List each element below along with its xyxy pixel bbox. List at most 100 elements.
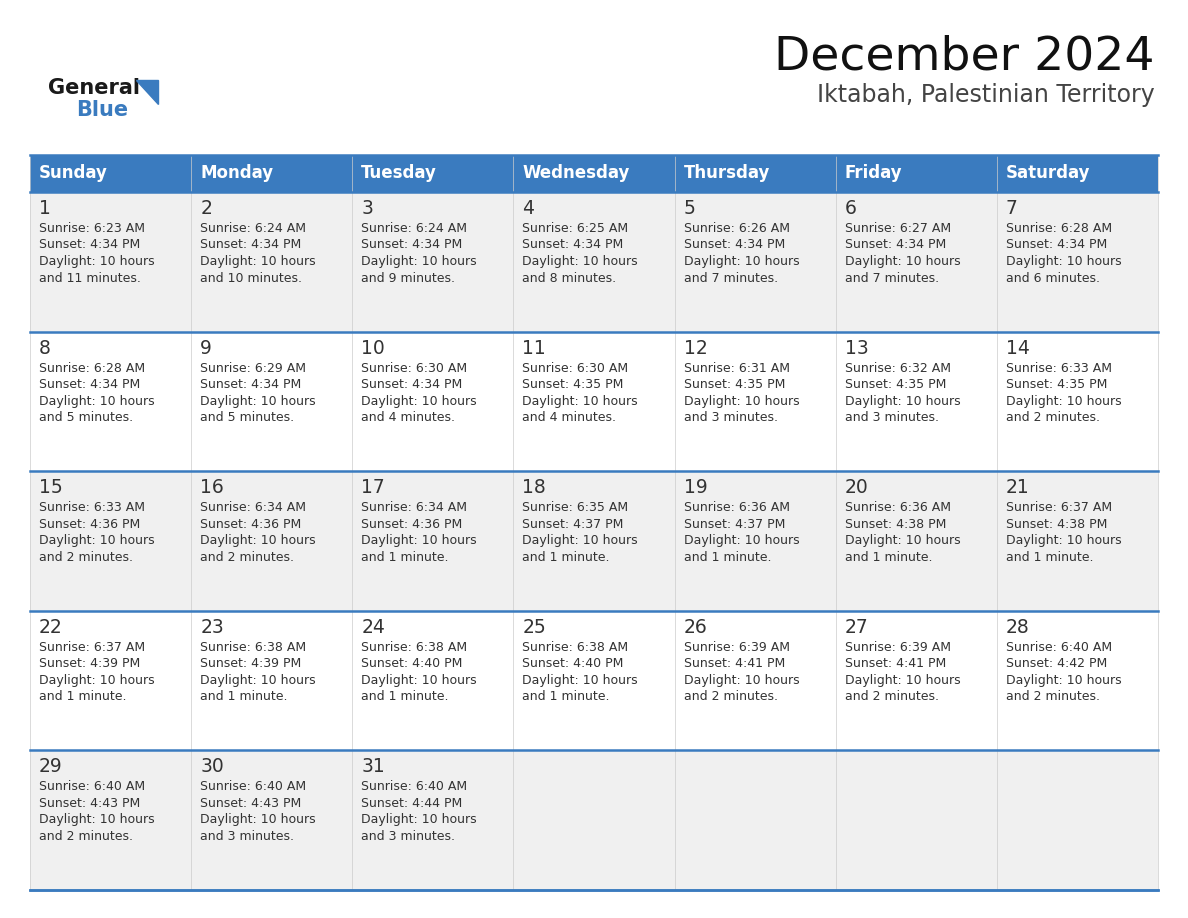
Text: and 8 minutes.: and 8 minutes. (523, 272, 617, 285)
Text: Sunset: 4:43 PM: Sunset: 4:43 PM (39, 797, 140, 810)
Text: 7: 7 (1006, 199, 1018, 218)
Text: Sunset: 4:35 PM: Sunset: 4:35 PM (683, 378, 785, 391)
Text: 28: 28 (1006, 618, 1030, 637)
Text: 3: 3 (361, 199, 373, 218)
Text: 2: 2 (200, 199, 211, 218)
Text: 1: 1 (39, 199, 51, 218)
Text: Sunrise: 6:34 AM: Sunrise: 6:34 AM (200, 501, 307, 514)
Text: 4: 4 (523, 199, 535, 218)
Text: Sunrise: 6:24 AM: Sunrise: 6:24 AM (200, 222, 307, 235)
Bar (835, 155, 997, 192)
Text: Sunrise: 6:38 AM: Sunrise: 6:38 AM (200, 641, 307, 654)
Text: Sunrise: 6:23 AM: Sunrise: 6:23 AM (39, 222, 145, 235)
Text: Sunrise: 6:32 AM: Sunrise: 6:32 AM (845, 362, 950, 375)
Text: 20: 20 (845, 478, 868, 498)
Bar (30, 155, 191, 192)
Text: Sunset: 4:39 PM: Sunset: 4:39 PM (39, 657, 140, 670)
Text: 25: 25 (523, 618, 546, 637)
Bar (30, 610, 1158, 750)
Text: and 1 minute.: and 1 minute. (1006, 551, 1093, 564)
Text: Sunrise: 6:28 AM: Sunrise: 6:28 AM (39, 362, 145, 375)
Text: Sunset: 4:39 PM: Sunset: 4:39 PM (200, 657, 302, 670)
Text: Sunrise: 6:28 AM: Sunrise: 6:28 AM (1006, 222, 1112, 235)
Text: 6: 6 (845, 199, 857, 218)
Text: Sunrise: 6:40 AM: Sunrise: 6:40 AM (39, 780, 145, 793)
Text: Daylight: 10 hours: Daylight: 10 hours (523, 674, 638, 687)
Text: 22: 22 (39, 618, 63, 637)
Text: Daylight: 10 hours: Daylight: 10 hours (683, 674, 800, 687)
Text: Daylight: 10 hours: Daylight: 10 hours (845, 674, 960, 687)
Text: and 5 minutes.: and 5 minutes. (200, 411, 295, 424)
Bar (675, 155, 835, 192)
Text: Daylight: 10 hours: Daylight: 10 hours (39, 255, 154, 268)
Text: 8: 8 (39, 339, 51, 358)
Text: 9: 9 (200, 339, 211, 358)
Text: Daylight: 10 hours: Daylight: 10 hours (200, 813, 316, 826)
Bar (353, 155, 513, 192)
Text: and 3 minutes.: and 3 minutes. (361, 830, 455, 843)
Text: Daylight: 10 hours: Daylight: 10 hours (200, 255, 316, 268)
Text: and 1 minute.: and 1 minute. (200, 690, 287, 703)
Text: and 1 minute.: and 1 minute. (361, 690, 449, 703)
Text: Sunrise: 6:37 AM: Sunrise: 6:37 AM (1006, 501, 1112, 514)
Text: Blue: Blue (76, 100, 128, 120)
Text: Sunset: 4:43 PM: Sunset: 4:43 PM (200, 797, 302, 810)
Text: and 5 minutes.: and 5 minutes. (39, 411, 133, 424)
Text: Daylight: 10 hours: Daylight: 10 hours (39, 674, 154, 687)
Bar (191, 155, 353, 192)
Bar (30, 471, 1158, 610)
Text: 21: 21 (1006, 478, 1030, 498)
Text: 18: 18 (523, 478, 546, 498)
Text: and 2 minutes.: and 2 minutes. (683, 690, 778, 703)
Text: Daylight: 10 hours: Daylight: 10 hours (1006, 534, 1121, 547)
Text: Daylight: 10 hours: Daylight: 10 hours (523, 255, 638, 268)
Text: Sunset: 4:35 PM: Sunset: 4:35 PM (845, 378, 946, 391)
Text: Daylight: 10 hours: Daylight: 10 hours (1006, 395, 1121, 408)
Text: Sunrise: 6:35 AM: Sunrise: 6:35 AM (523, 501, 628, 514)
Text: 31: 31 (361, 757, 385, 777)
Text: and 1 minute.: and 1 minute. (683, 551, 771, 564)
Text: Sunset: 4:34 PM: Sunset: 4:34 PM (39, 378, 140, 391)
Text: 29: 29 (39, 757, 63, 777)
Text: Daylight: 10 hours: Daylight: 10 hours (845, 395, 960, 408)
Text: and 9 minutes.: and 9 minutes. (361, 272, 455, 285)
Text: Sunset: 4:44 PM: Sunset: 4:44 PM (361, 797, 462, 810)
Text: Sunrise: 6:36 AM: Sunrise: 6:36 AM (845, 501, 950, 514)
Text: Sunrise: 6:39 AM: Sunrise: 6:39 AM (683, 641, 790, 654)
Text: 17: 17 (361, 478, 385, 498)
Text: and 1 minute.: and 1 minute. (361, 551, 449, 564)
Bar (30, 750, 1158, 890)
Text: Sunset: 4:36 PM: Sunset: 4:36 PM (361, 518, 462, 531)
Text: Monday: Monday (200, 164, 273, 183)
Text: Daylight: 10 hours: Daylight: 10 hours (523, 395, 638, 408)
Text: and 1 minute.: and 1 minute. (39, 690, 126, 703)
Text: and 11 minutes.: and 11 minutes. (39, 272, 141, 285)
Text: 26: 26 (683, 618, 707, 637)
Text: 16: 16 (200, 478, 223, 498)
Text: 5: 5 (683, 199, 695, 218)
Text: Sunrise: 6:37 AM: Sunrise: 6:37 AM (39, 641, 145, 654)
Text: 11: 11 (523, 339, 546, 358)
Text: Thursday: Thursday (683, 164, 770, 183)
Text: Daylight: 10 hours: Daylight: 10 hours (200, 534, 316, 547)
Text: Sunset: 4:34 PM: Sunset: 4:34 PM (361, 378, 462, 391)
Bar (30, 331, 1158, 471)
Text: Sunset: 4:35 PM: Sunset: 4:35 PM (1006, 378, 1107, 391)
Text: Sunrise: 6:27 AM: Sunrise: 6:27 AM (845, 222, 950, 235)
Text: 23: 23 (200, 618, 223, 637)
Text: and 3 minutes.: and 3 minutes. (683, 411, 778, 424)
Text: Sunrise: 6:24 AM: Sunrise: 6:24 AM (361, 222, 467, 235)
Text: Daylight: 10 hours: Daylight: 10 hours (200, 674, 316, 687)
Text: Daylight: 10 hours: Daylight: 10 hours (361, 255, 476, 268)
Text: Sunrise: 6:38 AM: Sunrise: 6:38 AM (523, 641, 628, 654)
Text: Daylight: 10 hours: Daylight: 10 hours (523, 534, 638, 547)
Text: Sunrise: 6:33 AM: Sunrise: 6:33 AM (39, 501, 145, 514)
Text: Sunset: 4:40 PM: Sunset: 4:40 PM (361, 657, 462, 670)
Text: Sunrise: 6:40 AM: Sunrise: 6:40 AM (361, 780, 467, 793)
Text: Sunset: 4:36 PM: Sunset: 4:36 PM (39, 518, 140, 531)
Text: and 10 minutes.: and 10 minutes. (200, 272, 302, 285)
Text: Daylight: 10 hours: Daylight: 10 hours (1006, 255, 1121, 268)
Text: Sunset: 4:34 PM: Sunset: 4:34 PM (361, 239, 462, 252)
Text: and 1 minute.: and 1 minute. (523, 551, 609, 564)
Text: Sunset: 4:34 PM: Sunset: 4:34 PM (39, 239, 140, 252)
